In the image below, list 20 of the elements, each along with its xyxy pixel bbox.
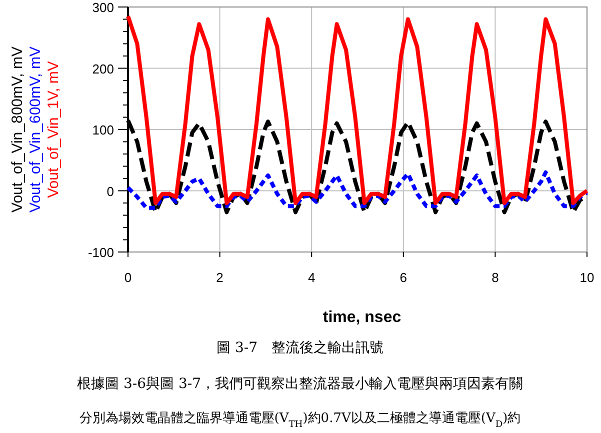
x-tick-label: 8 — [492, 270, 499, 285]
x-tick-label: 0 — [124, 270, 132, 285]
caption: 圖 3-7 整流後之輸出訊號 — [216, 340, 384, 356]
y-tick-label: -100 — [88, 245, 114, 260]
x-tick-label: 2 — [216, 270, 224, 285]
y-tick-label: 300 — [92, 0, 114, 15]
x-tick-label: 4 — [308, 270, 316, 285]
y-tick-label: 100 — [92, 122, 114, 138]
x-tick-label: 10 — [580, 270, 594, 285]
text: Vout_of_Vin_1V, mV — [45, 61, 62, 198]
y-tick-label: 0 — [106, 184, 114, 199]
text: 分別為場效電晶體之臨界導通電壓(V$_{TH}$)約0.7V以及二極體之導通電壓(V$_{D}$)約 — [79, 411, 521, 430]
line-series — [126, 170, 589, 210]
text: Vout_of_Vin_800mV, mV — [9, 46, 26, 212]
x-tick-label: 6 — [400, 270, 408, 285]
x-axis-title: time, nsec — [322, 309, 402, 326]
text: Vout_of_Vin_600mV, mV — [27, 46, 44, 212]
text: 根據圖 3-6與圖 3-7，我們可觀察出整流器最小輸入電壓與兩項因素有關 — [77, 376, 523, 392]
line-series — [126, 14, 589, 205]
y-tick-label: 200 — [92, 61, 114, 76]
